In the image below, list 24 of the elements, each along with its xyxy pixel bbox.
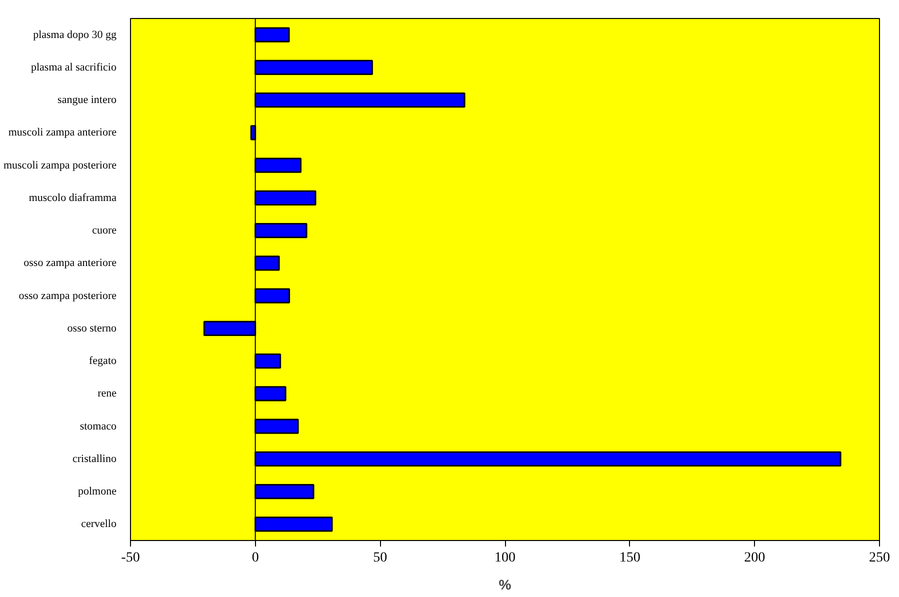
y-tick-label: rene (98, 388, 117, 400)
y-tick-label: plasma al sacrificio (30, 61, 117, 74)
y-tick-label: cuore (92, 224, 117, 237)
y-tick-label: sangue intero (58, 94, 117, 106)
x-tick-label: 100 (494, 550, 516, 566)
x-tick-label: 250 (869, 550, 890, 566)
x-tick-label: -50 (121, 550, 140, 566)
y-tick-label: stomaco (80, 420, 117, 432)
x-tick-label: 0 (252, 550, 259, 566)
y-tick-label: fegato (89, 355, 117, 368)
y-tick-label: polmone (78, 486, 117, 498)
y-tick-label: osso zampa anteriore (24, 257, 117, 270)
y-tick-label: muscoli zampa anteriore (8, 126, 117, 139)
y-tick-label: osso zampa posteriore (18, 290, 117, 302)
y-tick-label: cristallino (72, 452, 117, 465)
y-tick-label: muscolo diaframma (28, 192, 117, 204)
x-tick-label: 200 (744, 550, 766, 566)
x-tick-label: 50 (373, 550, 388, 566)
x-tick-label: 150 (619, 550, 640, 566)
y-tick-label: plasma dopo 30 gg (33, 28, 117, 41)
x-axis-title: % (498, 576, 512, 592)
y-tick-label: osso sterno (67, 322, 117, 334)
y-tick-label: cervello (81, 518, 117, 530)
y-tick-label: muscoli zampa posteriore (3, 159, 117, 172)
